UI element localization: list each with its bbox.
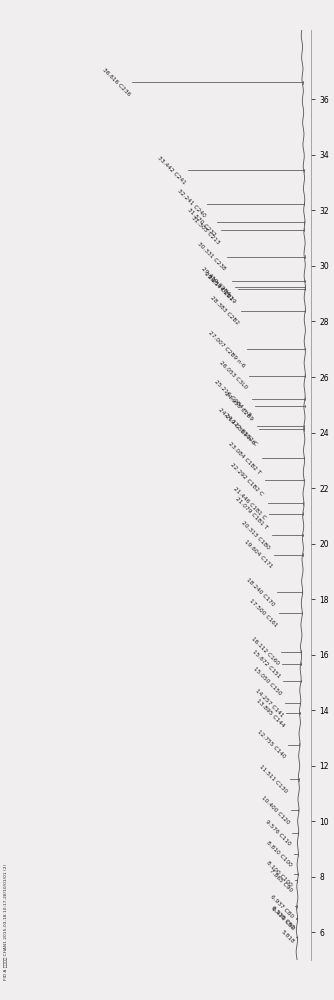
Text: 29.459 C2B4: 29.459 C2B4	[201, 266, 231, 296]
Text: 26.053 C3L0: 26.053 C3L0	[219, 361, 248, 390]
Text: 24.219 C3B9 n-6: 24.219 C3B9 n-6	[217, 407, 256, 446]
Text: 17.500 C161: 17.500 C161	[248, 598, 278, 628]
Text: 5.818: 5.818	[280, 930, 295, 945]
Text: 19.604 C171: 19.604 C171	[243, 540, 273, 570]
Text: 14.257 C141: 14.257 C141	[254, 688, 284, 718]
Text: 31.305 C213: 31.305 C213	[190, 215, 220, 245]
Text: 13.895 C144: 13.895 C144	[255, 698, 286, 728]
Text: 30.331 C238: 30.331 C238	[196, 242, 226, 272]
Text: FID A 直接积分 CHAN1 2015-03-18 10:17-28/10/01/01 (2): FID A 直接积分 CHAN1 2015-03-18 10:17-28/10/…	[3, 864, 7, 980]
Text: 21.446 C1B1 C: 21.446 C1B1 C	[232, 486, 267, 521]
Text: 24.122 C1B2 C: 24.122 C1B2 C	[223, 412, 258, 446]
Text: 11.511 C130: 11.511 C130	[259, 764, 289, 794]
Text: 21.079 C1B1 T: 21.079 C1B1 T	[234, 497, 269, 531]
Text: 23.084 C1B2 T: 23.084 C1B2 T	[227, 441, 262, 475]
Text: 20.313 C1B0: 20.313 C1B0	[241, 520, 271, 550]
Text: 31.570 C232: 31.570 C232	[186, 207, 216, 237]
Text: 24.955 C2B9: 24.955 C2B9	[224, 391, 254, 421]
Text: 7.865 C90: 7.865 C90	[269, 868, 294, 893]
Text: 29.254 C2B1: 29.254 C2B1	[204, 271, 234, 302]
Text: 10.400 C120: 10.400 C120	[260, 795, 290, 825]
Text: 6.937 C80: 6.937 C80	[269, 894, 294, 919]
Text: 8.100 C100: 8.100 C100	[266, 860, 293, 888]
Text: 32.241 C240: 32.241 C240	[176, 189, 206, 219]
Text: 33.442 C241: 33.442 C241	[156, 155, 187, 186]
Text: 36.616 C236: 36.616 C236	[101, 67, 131, 97]
Text: 18.240 C170: 18.240 C170	[246, 577, 276, 608]
Text: 16.112 C160: 16.112 C160	[250, 637, 280, 666]
Text: 12.755 C140: 12.755 C140	[257, 730, 287, 760]
Text: 29.177 C229: 29.177 C229	[207, 274, 237, 304]
Text: 27.007 C2B9 n-6: 27.007 C2B9 n-6	[207, 330, 246, 368]
Text: 9.576 C110: 9.576 C110	[264, 819, 291, 847]
Text: 22.292 C1B2 C: 22.292 C1B2 C	[229, 463, 264, 497]
Text: 28.383 C2B2: 28.383 C2B2	[209, 296, 240, 326]
Text: 25.216 C2B4 n-3: 25.216 C2B4 n-3	[213, 380, 251, 418]
Text: 15.672 C151: 15.672 C151	[251, 649, 281, 679]
Text: 6.518 C60: 6.518 C60	[270, 905, 295, 930]
Text: 6.479 C50: 6.479 C50	[270, 906, 295, 931]
Text: 8.810 C100: 8.810 C100	[265, 840, 293, 868]
Text: 15.050 C150: 15.050 C150	[253, 666, 283, 696]
